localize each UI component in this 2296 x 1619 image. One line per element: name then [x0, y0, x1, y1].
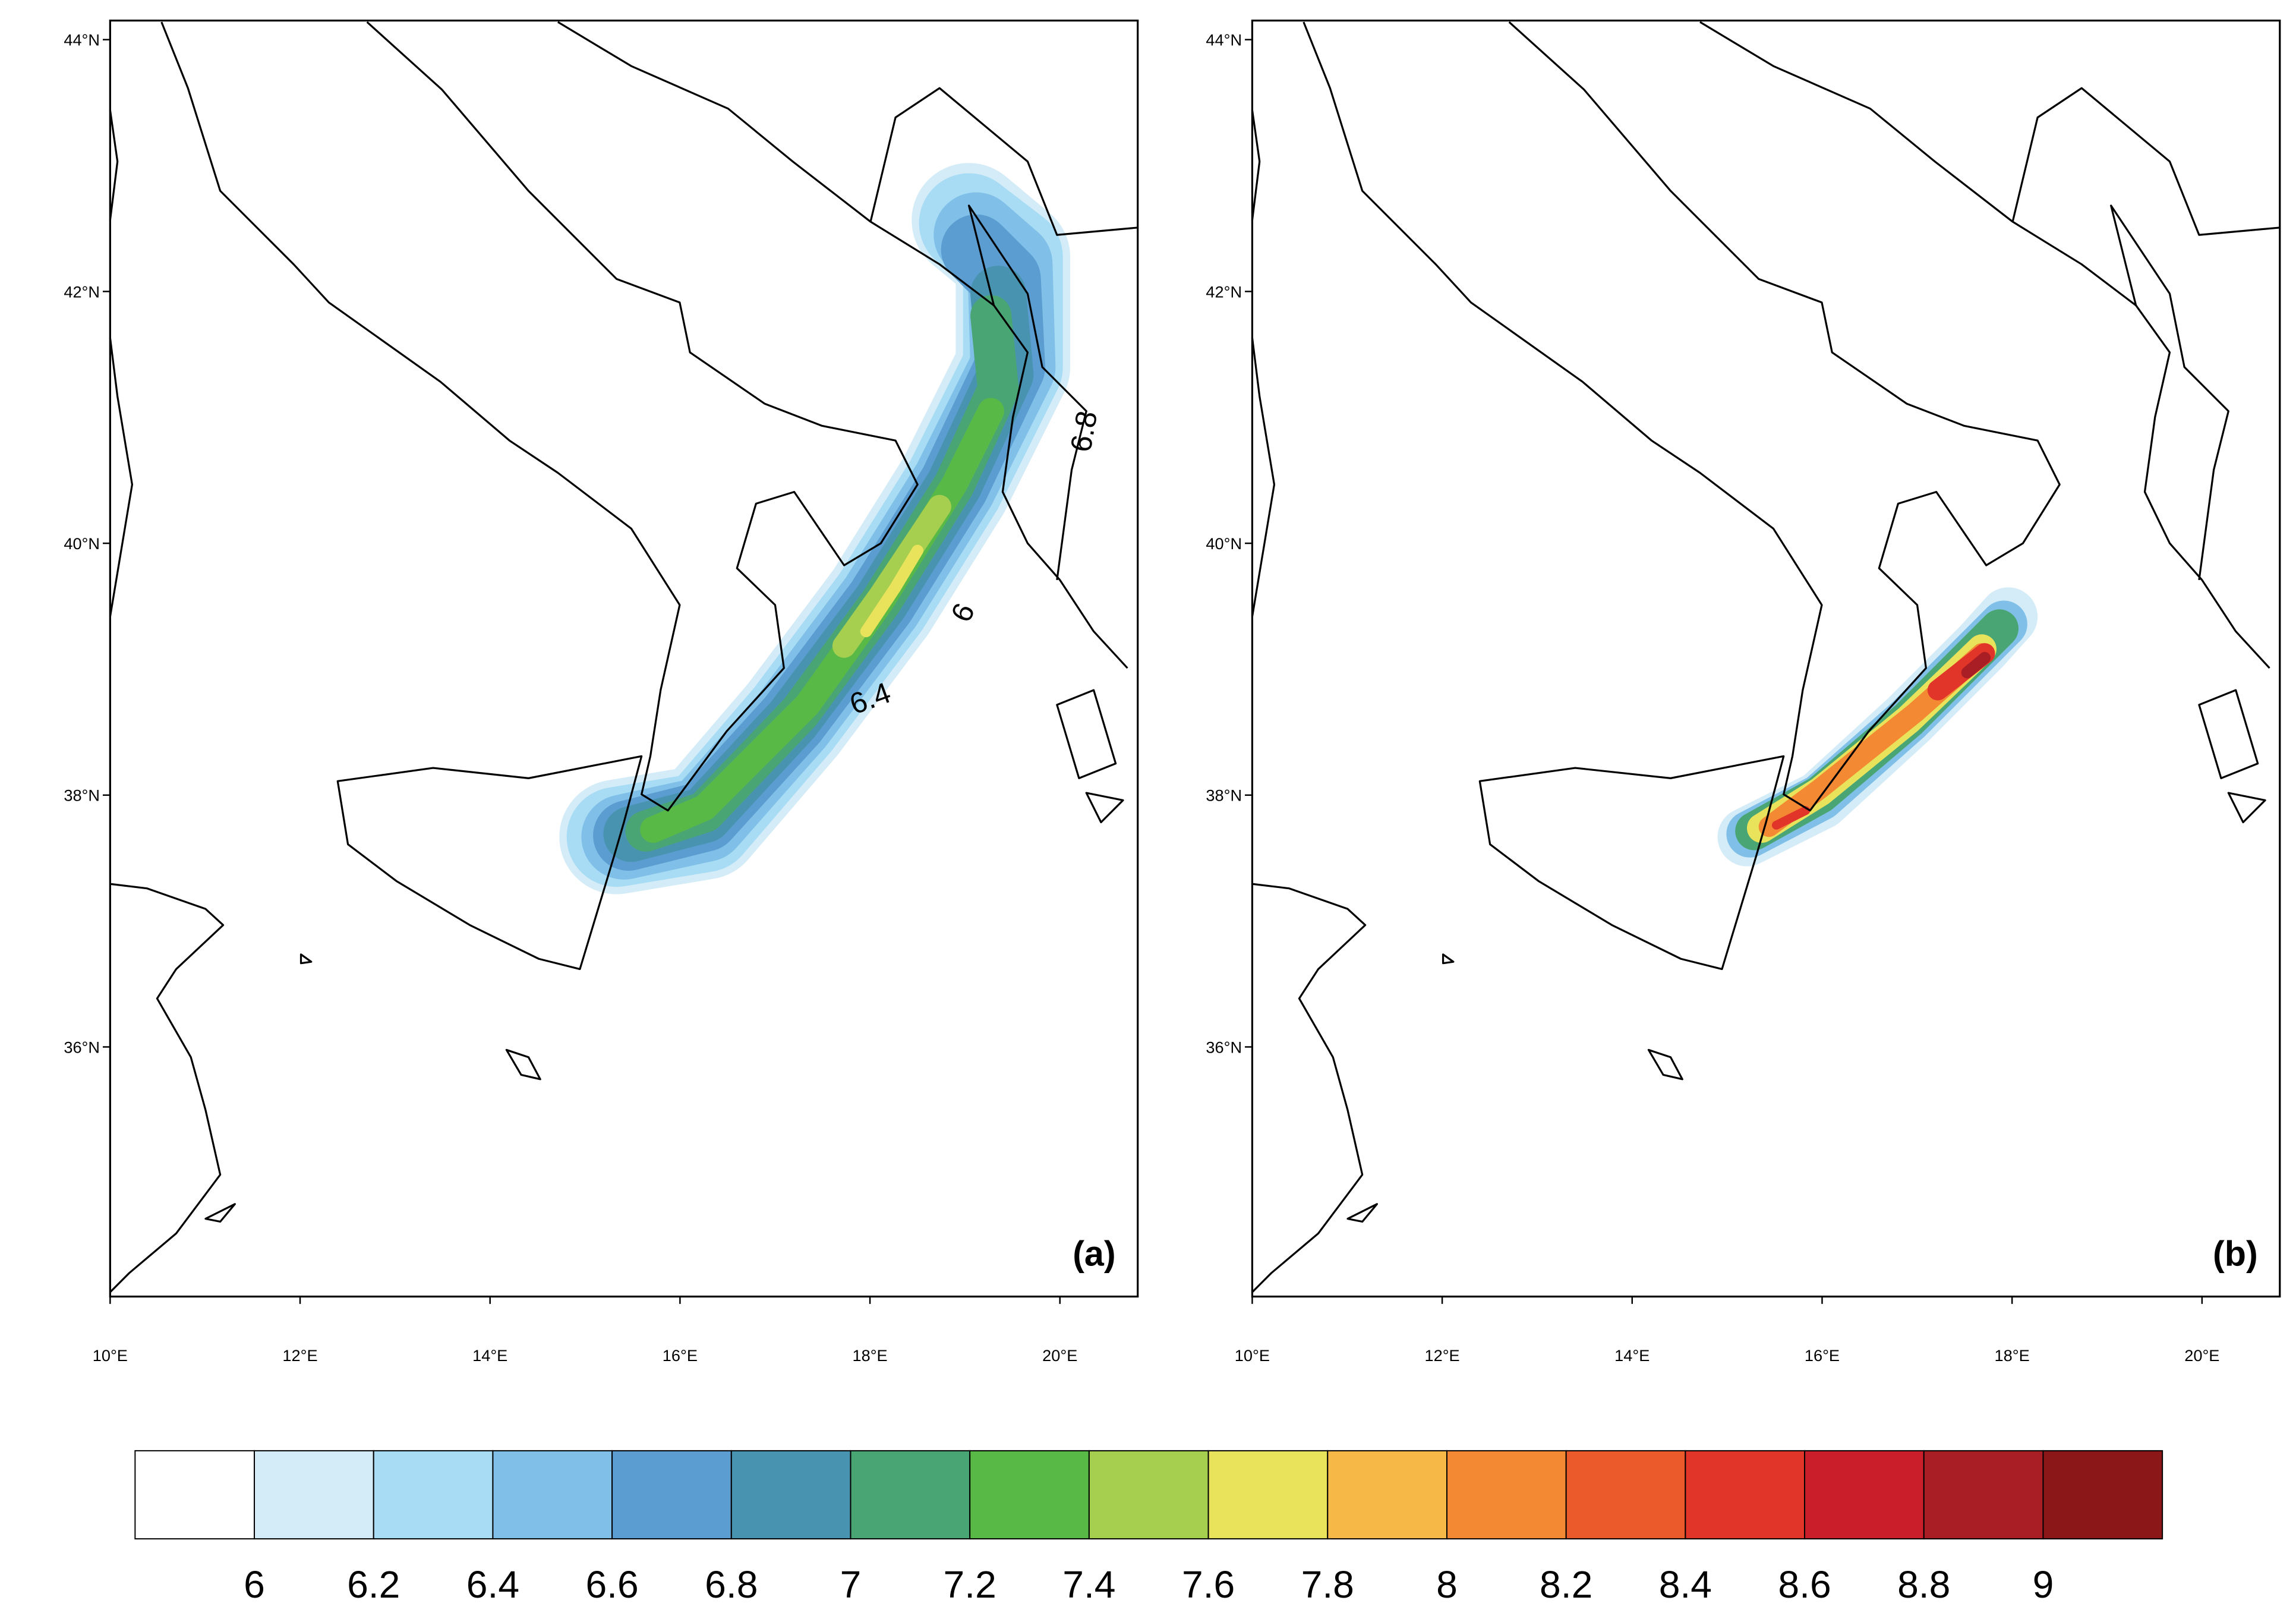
- lat-label: 40°N: [1206, 534, 1242, 553]
- colorbar-label: 8.2: [1540, 1563, 1592, 1606]
- lat-label: 38°N: [64, 786, 100, 805]
- field-shading: [1771, 806, 1811, 830]
- lon-label: 18°E: [1995, 1346, 2030, 1365]
- colorbar-label: 6.2: [347, 1563, 400, 1606]
- colorbar-label: 9: [2033, 1563, 2054, 1606]
- colorbar-box: [850, 1450, 971, 1540]
- lat-label: 42°N: [64, 282, 100, 301]
- colorbar-box: [1446, 1450, 1567, 1540]
- panel-label: (a): [1073, 1234, 1115, 1274]
- colorbar-label: 8.8: [1897, 1563, 1950, 1606]
- lon-label: 20°E: [2184, 1346, 2219, 1365]
- colorbar-label: 7.2: [944, 1563, 996, 1606]
- colorbar-label: 6.8: [705, 1563, 758, 1606]
- colorbar-label: 8.6: [1778, 1563, 1831, 1606]
- lat-label: 40°N: [64, 534, 100, 553]
- colorbar-box: [134, 1450, 256, 1540]
- lon-label: 16°E: [1805, 1346, 1840, 1365]
- lon-label: 18°E: [852, 1346, 887, 1365]
- colorbar-box: [1327, 1450, 1447, 1540]
- lat-label: 36°N: [1206, 1038, 1242, 1056]
- lon-label: 16°E: [663, 1346, 698, 1365]
- lat-label: 38°N: [1206, 786, 1242, 805]
- field-shading: [832, 494, 951, 658]
- colorbar-label: 8.4: [1659, 1563, 1712, 1606]
- coastline: [1251, 21, 2281, 1293]
- lat-label: 36°N: [64, 1038, 100, 1056]
- colorbar-box: [373, 1450, 494, 1540]
- colorbar-label: 6.4: [466, 1563, 519, 1606]
- lat-label: 42°N: [1206, 282, 1242, 301]
- colorbar-box: [1923, 1450, 2044, 1540]
- panel-label: (b): [2213, 1234, 2258, 1274]
- colorbar-box: [492, 1450, 613, 1540]
- colorbar-label: 8: [1436, 1563, 1458, 1606]
- field-shading: [1961, 651, 1991, 679]
- lat-label: 44°N: [1206, 31, 1242, 49]
- colorbar: 6 6.2 6.4 6.6 6.8 7 7.2 7.4 7.6 7.8 8 8.2 8.4 8.6 8.8 9: [134, 1450, 2163, 1606]
- colorbar-label: 7.8: [1301, 1563, 1354, 1606]
- lon-label: 14°E: [1614, 1346, 1650, 1365]
- colorbar-box: [730, 1450, 851, 1540]
- colorbar-box: [1207, 1450, 1329, 1540]
- colorbar-box: [1088, 1450, 1209, 1540]
- lat-label: 44°N: [64, 31, 100, 49]
- colorbar-box: [2042, 1450, 2163, 1540]
- colorbar-label: 6: [244, 1563, 265, 1606]
- colorbar-label: 6.6: [585, 1563, 638, 1606]
- map-panel: 44°N 42°N 40°N 38°N 36°N 10°E 12°E 14°E 16°E 18°E…: [1206, 19, 2281, 1365]
- colorbar-box: [1565, 1450, 1686, 1540]
- colorbar-box: [1685, 1450, 1806, 1540]
- map-frame: [109, 19, 1139, 1298]
- lon-label: 12°E: [282, 1346, 317, 1365]
- colorbar-box: [611, 1450, 732, 1540]
- colorbar-box: [1804, 1450, 1925, 1540]
- colorbar-label: 7.4: [1062, 1563, 1115, 1606]
- colorbar-box: [254, 1450, 374, 1540]
- colorbar-label: 7: [840, 1563, 862, 1606]
- map-frame: [1251, 19, 2281, 1298]
- lon-label: 10°E: [93, 1346, 128, 1365]
- lon-label: 10°E: [1235, 1346, 1270, 1365]
- field-shading: [860, 544, 924, 638]
- map-panel: 44°N 42°N 40°N 38°N 36°N 10°E 12°E 14°E 16°E 18°E…: [64, 19, 1139, 1365]
- lon-label: 12°E: [1424, 1346, 1459, 1365]
- lon-label: 14°E: [472, 1346, 507, 1365]
- contour-label: 6.8: [1064, 408, 1103, 454]
- lon-label: 20°E: [1042, 1346, 1077, 1365]
- contour-label: 6: [945, 599, 981, 627]
- colorbar-box: [969, 1450, 1090, 1540]
- colorbar-label: 7.6: [1182, 1563, 1235, 1606]
